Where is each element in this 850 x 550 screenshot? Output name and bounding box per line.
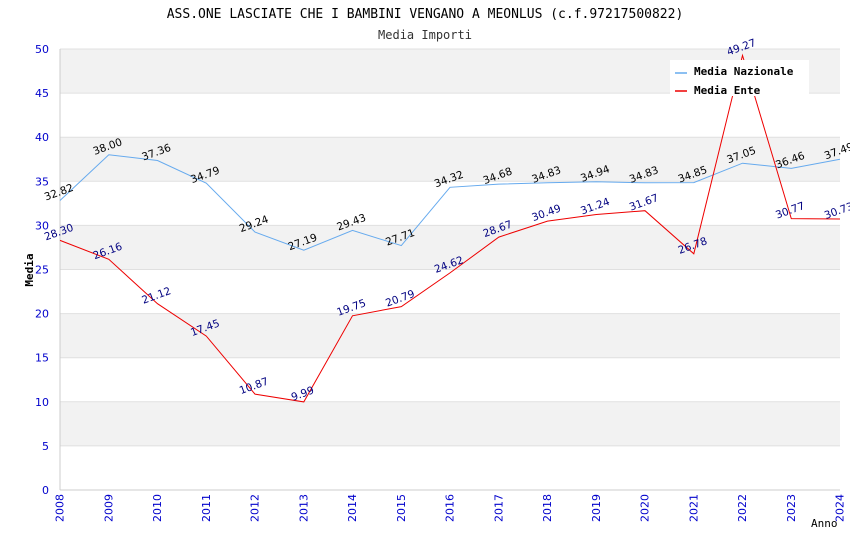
x-tick-label: 2017 — [492, 494, 505, 522]
y-tick-label: 45 — [35, 87, 49, 100]
y-tick-label: 10 — [35, 396, 49, 409]
x-tick-label: 2013 — [297, 494, 310, 522]
x-tick-label: 2022 — [736, 494, 749, 522]
x-axis-ticks: 2008 2009 2010 2011 2012 2013 2014 2015 2016 2017… — [54, 494, 847, 522]
x-tick-label: 2021 — [687, 494, 700, 522]
x-axis-label: Anno — [811, 517, 838, 530]
legend: Media Nazionale Media Ente — [670, 60, 809, 97]
x-tick-label: 2011 — [200, 494, 213, 522]
x-tick-label: 2023 — [785, 494, 798, 522]
x-tick-label: 2012 — [249, 494, 262, 522]
y-tick-label: 5 — [42, 440, 49, 453]
y-axis-label: Media — [23, 253, 36, 286]
x-tick-label: 2015 — [395, 494, 408, 522]
y-tick-label: 50 — [35, 43, 49, 56]
x-tick-label: 2018 — [541, 494, 554, 522]
x-tick-label: 2020 — [639, 494, 652, 522]
x-tick-label: 2010 — [151, 494, 164, 522]
y-tick-label: 30 — [35, 219, 49, 232]
y-tick-label: 0 — [42, 484, 49, 497]
legend-box — [670, 60, 809, 96]
chart-title: ASS.ONE LASCIATE CHE I BAMBINI VENGANO A… — [167, 7, 684, 22]
legend-label-media-nazionale: Media Nazionale — [694, 65, 794, 78]
chart-subtitle: Media Importi — [378, 28, 472, 42]
plot-band — [60, 225, 840, 270]
x-tick-label: 2009 — [102, 494, 115, 522]
y-tick-label: 20 — [35, 308, 49, 321]
plot-band — [60, 401, 840, 446]
plot-band — [60, 313, 840, 358]
x-tick-label: 2019 — [590, 494, 603, 522]
series-lines — [59, 53, 841, 403]
series-line-media-nazionale — [59, 154, 841, 251]
x-tick-label: 2024 — [834, 494, 847, 522]
y-tick-label: 35 — [35, 175, 49, 188]
legend-label-media-ente: Media Ente — [694, 84, 761, 97]
series-line-media-ente — [59, 53, 841, 403]
y-tick-label: 40 — [35, 131, 49, 144]
y-tick-label: 15 — [35, 352, 49, 365]
x-tick-label: 2014 — [346, 494, 359, 522]
x-tick-label: 2008 — [54, 494, 67, 522]
y-axis-ticks: 0 5 10 15 20 25 30 35 40 45 50 — [35, 43, 49, 497]
plot-band — [60, 137, 840, 182]
y-tick-label: 25 — [35, 264, 49, 277]
gridlines — [59, 48, 840, 491]
x-tick-label: 2016 — [444, 494, 457, 522]
